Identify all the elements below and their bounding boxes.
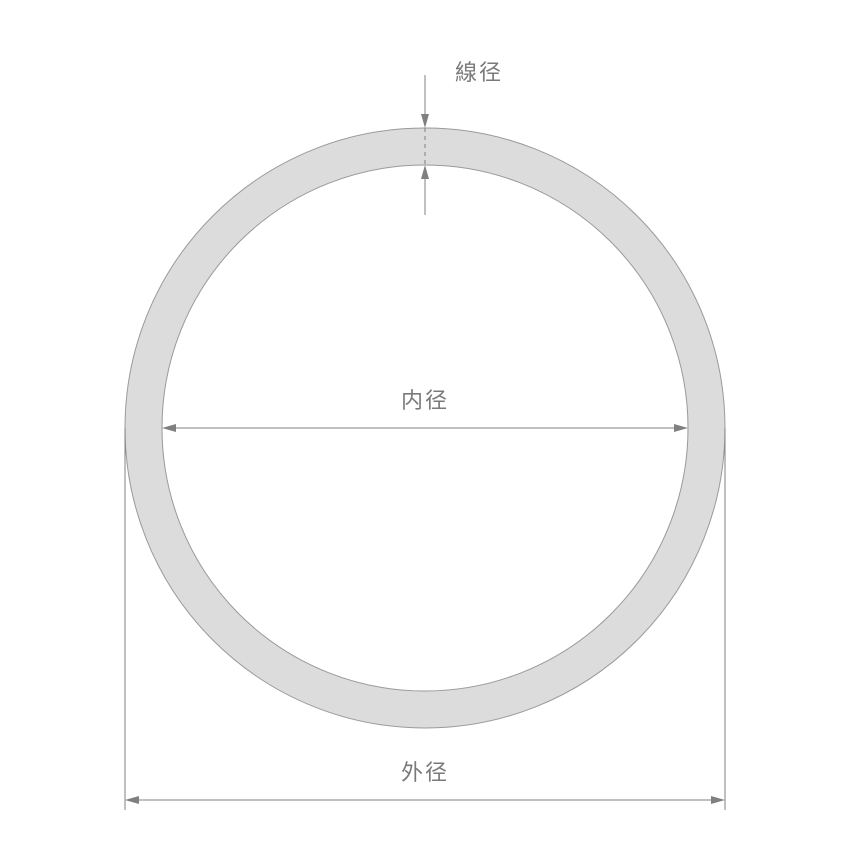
- wire-diameter-label: 線径: [455, 60, 503, 85]
- inner-diameter-label: 内径: [401, 388, 449, 413]
- outer-diameter-label: 外径: [401, 760, 449, 785]
- ring-dimension-diagram: 線径内径外径: [0, 0, 850, 850]
